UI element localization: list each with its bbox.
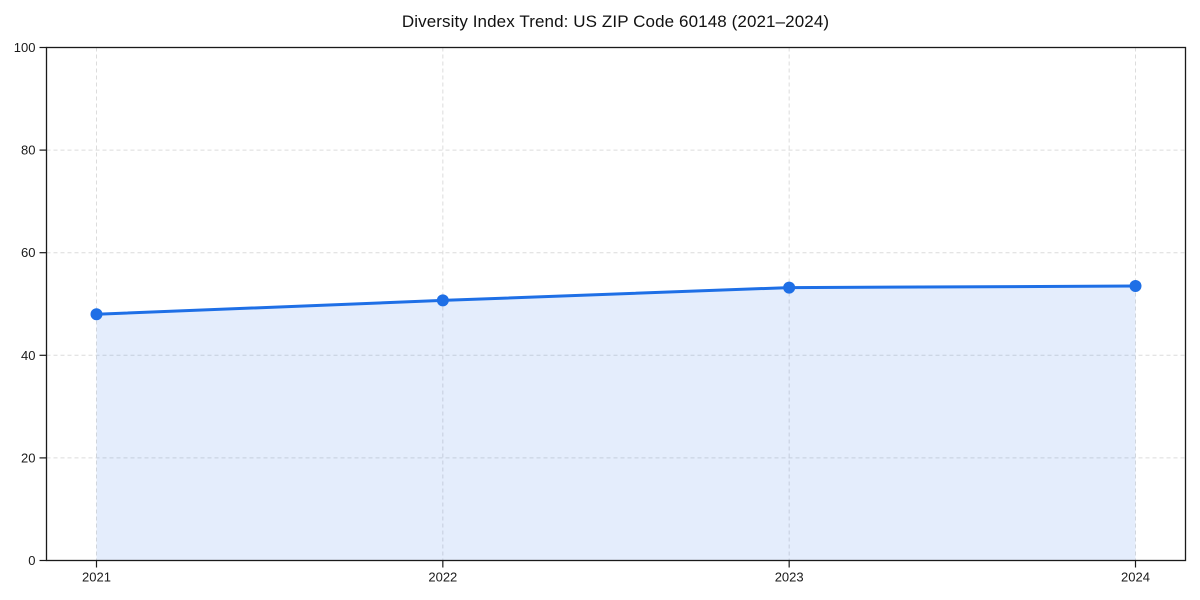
data-point-2024	[1129, 280, 1142, 293]
plot-border	[45, 46, 1187, 562]
y-axis-tick-label-80: 80	[21, 143, 35, 158]
trend-line	[95, 284, 1137, 316]
y-axis-tick-label-40: 40	[21, 348, 35, 363]
y-axis-tick-label-60: 60	[21, 245, 35, 260]
data-point-2022	[436, 294, 449, 307]
area-fill	[96, 286, 1136, 561]
x-axis-tick-label-2021: 2021	[82, 570, 111, 585]
data-point-2023	[783, 281, 796, 294]
y-axis-tick-label-20: 20	[21, 450, 35, 465]
x-axis-tick-label-2023: 2023	[775, 570, 804, 585]
x-axis-tick-label-2022: 2022	[428, 570, 457, 585]
x-axis-tick-label-2024: 2024	[1121, 570, 1150, 585]
data-point-2021	[90, 308, 103, 321]
y-axis-tick-label-100: 100	[14, 40, 36, 55]
y-axis-tick-label-0: 0	[28, 553, 35, 568]
chart-title: Diversity Index Trend: US ZIP Code 60148…	[401, 12, 830, 31]
